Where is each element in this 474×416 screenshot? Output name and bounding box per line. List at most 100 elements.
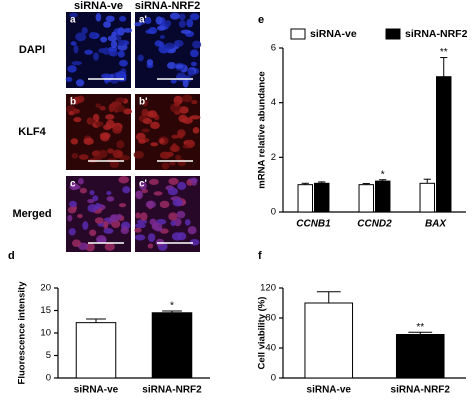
cell xyxy=(141,128,150,133)
bar xyxy=(419,182,435,213)
cell xyxy=(166,151,174,157)
bar xyxy=(436,76,452,213)
panel-letter: c' xyxy=(139,179,147,190)
y-axis-label: mRNA relative abundance xyxy=(257,71,268,188)
cell xyxy=(115,70,127,80)
bar xyxy=(375,180,391,213)
panel-letter: e xyxy=(258,14,264,26)
row-label: Merged xyxy=(12,208,51,220)
cell xyxy=(104,242,115,251)
cell xyxy=(109,160,120,168)
cell xyxy=(87,199,95,204)
cell xyxy=(96,234,107,244)
cell xyxy=(73,117,82,123)
cell xyxy=(117,50,125,58)
cell xyxy=(106,190,112,196)
cell xyxy=(164,20,172,28)
cell xyxy=(75,32,87,42)
cell xyxy=(191,177,198,186)
cell xyxy=(150,142,159,147)
x-tick-label: BAX xyxy=(425,219,447,230)
cell xyxy=(159,34,165,40)
cell xyxy=(68,228,76,236)
cell xyxy=(133,150,145,159)
cell xyxy=(75,79,85,87)
cell xyxy=(116,140,125,149)
cell xyxy=(184,219,191,226)
cell xyxy=(77,214,83,219)
cell xyxy=(151,222,163,231)
cell xyxy=(84,49,93,55)
cell xyxy=(192,40,202,49)
cell xyxy=(189,115,201,120)
panel-letter: d xyxy=(8,250,15,262)
cell xyxy=(139,181,147,191)
micrograph: a xyxy=(65,12,133,88)
cell xyxy=(100,36,108,43)
cell xyxy=(150,121,160,130)
cell xyxy=(82,221,89,230)
cell xyxy=(175,64,184,69)
y-tick-label: 0 xyxy=(271,207,276,218)
cell xyxy=(187,226,197,235)
cell xyxy=(186,18,194,28)
cell xyxy=(178,106,189,114)
bar xyxy=(358,184,374,213)
cell xyxy=(87,204,98,213)
cell xyxy=(115,97,126,103)
y-tick-label: 4 xyxy=(271,97,276,108)
cell xyxy=(107,148,114,154)
cell xyxy=(134,223,146,229)
cell xyxy=(95,12,102,22)
cell xyxy=(177,129,186,137)
cell xyxy=(110,78,119,84)
cell xyxy=(153,191,163,196)
cell xyxy=(159,200,170,209)
cell xyxy=(157,25,166,31)
cell xyxy=(185,139,196,148)
y-tick-label: 6 xyxy=(271,43,276,54)
cell xyxy=(192,127,200,134)
cell xyxy=(166,61,176,70)
cell xyxy=(119,59,128,67)
y-tick-label: 0 xyxy=(271,373,276,384)
x-tick-label: CCNB1 xyxy=(296,219,331,230)
cell xyxy=(161,162,170,170)
y-axis-label: Cell viability (%) xyxy=(257,297,268,370)
cell xyxy=(176,210,186,219)
cell xyxy=(147,110,158,119)
cell xyxy=(147,233,156,243)
cell xyxy=(189,238,200,246)
cell xyxy=(134,22,142,27)
cell xyxy=(148,27,158,35)
cell xyxy=(142,118,153,125)
cell xyxy=(106,196,115,202)
cell xyxy=(73,44,79,54)
cell xyxy=(89,190,95,196)
cell xyxy=(159,138,165,144)
micrograph: b' xyxy=(133,94,201,170)
cell xyxy=(164,42,175,50)
cell xyxy=(123,28,133,33)
panel-letter: a xyxy=(70,15,76,26)
cell xyxy=(172,198,183,207)
cell xyxy=(67,214,73,222)
micrograph: c' xyxy=(134,176,200,252)
cell xyxy=(177,181,187,190)
x-tick-label: siRNA-NRF2 xyxy=(391,385,451,396)
cell xyxy=(117,27,125,36)
cell xyxy=(100,133,110,142)
cell xyxy=(70,41,77,46)
cell xyxy=(94,217,104,224)
cell xyxy=(67,206,77,214)
cell xyxy=(177,232,187,241)
cell xyxy=(168,212,178,221)
cell xyxy=(115,35,122,42)
cell xyxy=(170,78,177,84)
micrograph: a' xyxy=(134,12,202,88)
cell xyxy=(178,13,186,21)
cell xyxy=(69,12,78,18)
cell xyxy=(116,150,124,158)
cell xyxy=(135,190,144,200)
cell xyxy=(148,178,159,185)
